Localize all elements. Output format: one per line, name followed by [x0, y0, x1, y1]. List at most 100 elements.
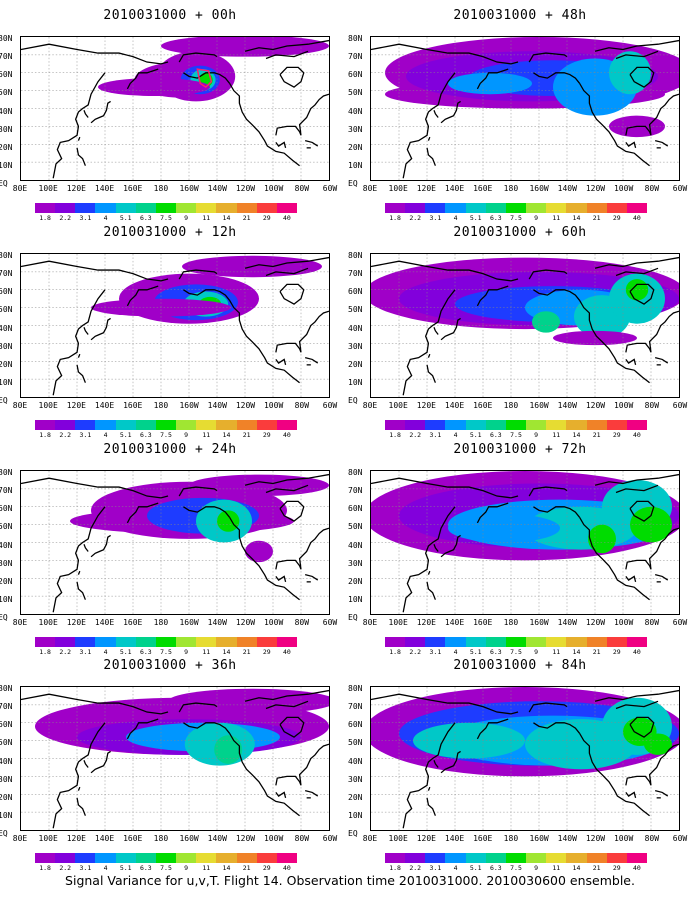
colorbar-swatch [505, 637, 527, 647]
colorbar-swatch [465, 420, 486, 430]
colorbar-swatch [216, 203, 237, 213]
colorbar-label: 3.1 [79, 431, 92, 439]
longitude-label: 100W [263, 184, 284, 193]
coastline [433, 110, 439, 118]
colorbar-label: 4 [453, 431, 458, 439]
latitude-label: EQ [348, 179, 358, 188]
colorbar-swatch [566, 637, 587, 647]
colorbar-swatch [35, 637, 56, 647]
latitude-label: 20N [348, 142, 363, 152]
colorbar-label: 5.1 [119, 431, 132, 439]
longitude-label: 100E [388, 618, 408, 627]
latitude-label: 70N [0, 269, 13, 279]
colorbar-label: 40 [633, 214, 641, 222]
coastline [304, 574, 319, 581]
latitude-label: 10N [0, 377, 13, 387]
latitude-label: 60N [0, 287, 13, 297]
coastline [427, 786, 431, 791]
colorbar-label: 3.1 [429, 431, 442, 439]
colorbar-label: 11 [202, 431, 211, 439]
coastline [426, 581, 436, 600]
colorbar-swatch [216, 853, 237, 863]
longitude-label: 160E [123, 834, 143, 843]
colorbar-label: 7.5 [160, 214, 172, 222]
longitude-label: 120W [235, 401, 256, 410]
colorbar-labels: 1.8 2.2 3.1 4 5.1 6.3 7.5 9 11 14 21 29 40 [385, 431, 647, 440]
latitude-label: 10N [348, 594, 363, 604]
longitude-label: 100E [38, 401, 58, 410]
longitude-axis: 80E 100E 120E 140E 160E 180 160W 140W 120W 100W 80… [13, 184, 337, 194]
longitude-label: 100E [388, 184, 408, 193]
coastline [654, 140, 669, 147]
colorbar-swatch [385, 203, 406, 213]
colorbar-labels: 1.8 2.2 3.1 4 5.1 6.3 7.5 9 11 14 21 29 40 [385, 214, 647, 223]
coastline [229, 83, 300, 167]
coastline [594, 39, 679, 52]
map-panel: 2010031000 + 36h 80N 70N 60N 50N 40N 30N 20N 10N… [0, 658, 340, 878]
panel-title: 2010031000 + 48h [453, 8, 587, 23]
latitude-label: 80N [348, 34, 363, 43]
coastline [275, 310, 329, 353]
coastline [21, 43, 169, 65]
longitude-label: 100W [263, 834, 284, 843]
colorbar-swatch [196, 420, 217, 430]
variance-map [370, 253, 680, 398]
colorbar-label: 5.1 [469, 214, 482, 222]
longitude-label: 160W [179, 401, 199, 410]
longitude-label: 120E [416, 618, 436, 627]
longitude-label: 160E [473, 401, 493, 410]
coastline [275, 527, 329, 570]
longitude-label: 140W [207, 834, 227, 843]
longitude-label: 180 [503, 184, 519, 193]
coastline [21, 477, 169, 499]
longitude-label: 60W [322, 401, 338, 410]
coastline [402, 722, 456, 829]
latitude-label: EQ [0, 179, 8, 188]
map-canvas [21, 687, 329, 830]
longitude-axis: 80E 100E 120E 140E 160E 180 160W 140W 120W 100W 80… [13, 401, 337, 411]
latitude-label: 10N [0, 160, 13, 170]
colorbar-label: 6.3 [139, 431, 152, 439]
colorbar-swatch [196, 637, 217, 647]
longitude-label: 120W [235, 184, 256, 193]
colorbar-label: 40 [283, 648, 291, 656]
coastline [533, 722, 581, 734]
colorbar-swatch [385, 637, 406, 647]
coastline [440, 317, 461, 341]
coastline [183, 289, 231, 301]
coastline [76, 581, 86, 600]
colorbar-swatch [236, 853, 257, 863]
latitude-label: 40N [348, 106, 363, 116]
coastline [433, 544, 439, 552]
latitude-label: 30N [0, 558, 13, 568]
colorbar-label: 9 [534, 648, 539, 656]
coastline [83, 760, 89, 768]
colorbar-swatch [95, 420, 116, 430]
latitude-label: 80N [0, 468, 13, 477]
colorbar-label: 29 [262, 648, 271, 656]
latitude-label: 70N [0, 486, 13, 496]
map-canvas [371, 254, 679, 397]
coastline [533, 289, 581, 301]
coastline [402, 506, 456, 613]
longitude-label: 160E [123, 401, 143, 410]
colorbar-swatch [405, 853, 426, 863]
colorbar-swatch [526, 853, 547, 863]
latitude-label: 80N [0, 34, 13, 43]
colorbar-swatch [425, 637, 446, 647]
variance-map [370, 36, 680, 181]
colorbar-label: 9 [184, 864, 189, 872]
colorbar-swatch [55, 203, 76, 213]
latitude-label: 70N [0, 52, 13, 62]
colorbar-label: 4 [453, 214, 458, 222]
coastline [426, 147, 436, 166]
colorbar-label: 3.1 [429, 864, 442, 872]
coastline [178, 52, 218, 63]
colorbar-label: 9 [534, 431, 539, 439]
colorbar-label: 11 [552, 431, 561, 439]
coastline [183, 722, 231, 734]
latitude-label: 50N [348, 738, 363, 748]
coastline [579, 83, 650, 167]
colorbar-label: 2.2 [59, 214, 72, 222]
colorbar-labels: 1.8 2.2 3.1 4 5.1 6.3 7.5 9 11 14 21 29 40 [35, 864, 297, 873]
